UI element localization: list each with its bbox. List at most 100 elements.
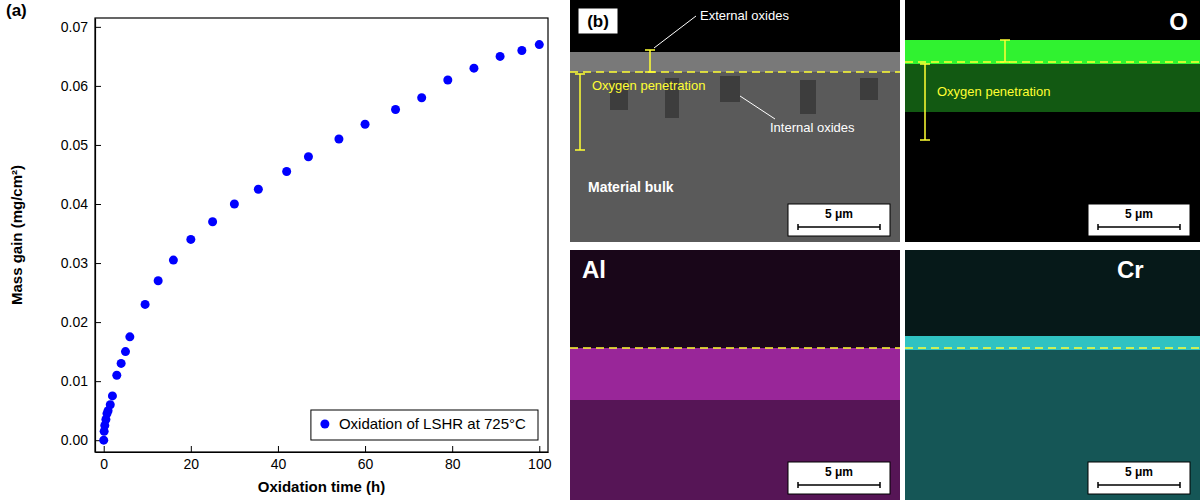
map-panel: 5 μm Cr: [905, 250, 1200, 500]
x-tick: 80: [445, 446, 461, 472]
map-layer: [570, 52, 900, 72]
map-layer: [570, 348, 900, 400]
y-tick: 0.07: [61, 19, 101, 35]
y-tick-label: 0.05: [61, 137, 88, 153]
scale-bar: [1098, 482, 1180, 488]
interface-line: [905, 347, 1200, 349]
legend-box: [311, 410, 538, 440]
y-axis: 0.00 0.01 0.02 0.03 0.04 0.05 0.06 0.07: [61, 19, 101, 453]
internal-oxide: [720, 76, 740, 102]
x-tick-mark: [191, 446, 192, 452]
scale-bar: [798, 224, 880, 230]
scale-bar: [798, 482, 880, 488]
data-point: [154, 276, 163, 285]
y-tick: 0.03: [61, 255, 101, 271]
bracket: [645, 50, 655, 72]
y-tick-label: 0.06: [61, 78, 88, 94]
legend-label: Oxidation of LSHR at 725°C: [339, 415, 526, 432]
leader-line: [654, 16, 696, 48]
leader-line: [740, 96, 775, 119]
data-point: [108, 391, 117, 400]
scale-bar-label: 5 μm: [825, 207, 853, 221]
data-point: [282, 167, 291, 176]
x-tick-label: 0: [100, 456, 108, 472]
y-tick-mark: [95, 381, 101, 382]
element-title: O: [1169, 8, 1188, 35]
y-tick-label: 0.00: [61, 432, 88, 448]
y-tick-mark: [95, 27, 101, 28]
data-point: [112, 371, 121, 380]
x-tick-label: 80: [445, 456, 461, 472]
y-tick-label: 0.03: [61, 255, 88, 271]
data-point: [496, 52, 505, 61]
y-tick: 0.00: [61, 432, 101, 448]
map-layer: [570, 250, 900, 348]
x-axis-line: [96, 452, 549, 453]
x-tick-label: 100: [528, 456, 552, 472]
scale-bar-label: 5 μm: [825, 465, 853, 479]
legend-symbol: [320, 420, 329, 429]
x-tick-mark: [278, 446, 279, 452]
y-tick-mark: [95, 86, 101, 87]
x-axis: 0 20 40 60 80 100: [96, 446, 552, 472]
x-tick-mark: [365, 446, 366, 452]
map-panel: 5 μmExternal oxidesOxygen penetrationInt…: [570, 0, 900, 242]
x-tick-label: 60: [358, 456, 374, 472]
data-point: [304, 152, 313, 161]
figure: (a)0204060801000.000.010.020.030.040.050…: [0, 0, 1202, 500]
scale-bar-label: 5 μm: [1125, 465, 1153, 479]
map-background: [570, 250, 900, 500]
map-layer: [570, 400, 900, 500]
internal-oxide: [800, 80, 816, 114]
y-tick-mark: [95, 145, 101, 146]
interface-line: [570, 347, 900, 349]
y-tick: 0.05: [61, 137, 101, 153]
map-layer: [905, 350, 1200, 500]
annotation: Oxygen penetration: [592, 78, 705, 93]
bracket: [920, 64, 930, 140]
x-tick-mark: [539, 446, 540, 452]
x-tick: 20: [184, 446, 200, 472]
data-point: [535, 40, 544, 49]
data-point: [230, 200, 239, 209]
y-tick: 0.06: [61, 78, 101, 94]
x-tick-mark: [104, 446, 105, 452]
x-tick-label: 40: [271, 456, 287, 472]
map-layer: [905, 250, 1200, 336]
element-title: Cr: [1117, 256, 1144, 283]
data-point: [391, 105, 400, 114]
data-point: [99, 436, 108, 445]
x-axis-title: Oxidation time (h): [258, 478, 386, 495]
map-layer: [905, 40, 1200, 64]
map-layer: [905, 64, 1200, 112]
map-background: [905, 250, 1200, 500]
y-axis-title: Mass gain (mg/cm²): [8, 165, 25, 305]
y-tick-label: 0.04: [61, 196, 88, 212]
y-tick-mark: [95, 322, 101, 323]
data-point: [106, 400, 115, 409]
panel-label: (b): [587, 12, 609, 31]
plot-area: [99, 40, 544, 445]
data-point: [517, 46, 526, 55]
bracket: [1000, 40, 1010, 62]
bracket: [575, 74, 585, 150]
element-title: Al: [582, 256, 606, 283]
y-tick: 0.04: [61, 196, 101, 212]
scale-bar-box: [788, 204, 890, 236]
data-point: [125, 332, 134, 341]
x-tick-mark: [452, 446, 453, 452]
map-background: [570, 0, 900, 242]
annotation: External oxides: [700, 8, 789, 23]
data-point: [254, 185, 263, 194]
map-layer: [570, 72, 900, 242]
x-tick: 0: [100, 446, 108, 472]
annotation: Oxygen penetration: [937, 84, 1050, 99]
interface-line: [905, 61, 1200, 63]
y-tick-label: 0.02: [61, 314, 88, 330]
map-panel: 5 μmOOxygen penetration: [905, 0, 1200, 242]
y-tick: 0.01: [61, 373, 101, 389]
x-tick: 100: [528, 446, 552, 472]
plot-frame: [95, 18, 548, 452]
y-tick-mark: [95, 204, 101, 205]
scale-bar-box: [788, 462, 890, 494]
